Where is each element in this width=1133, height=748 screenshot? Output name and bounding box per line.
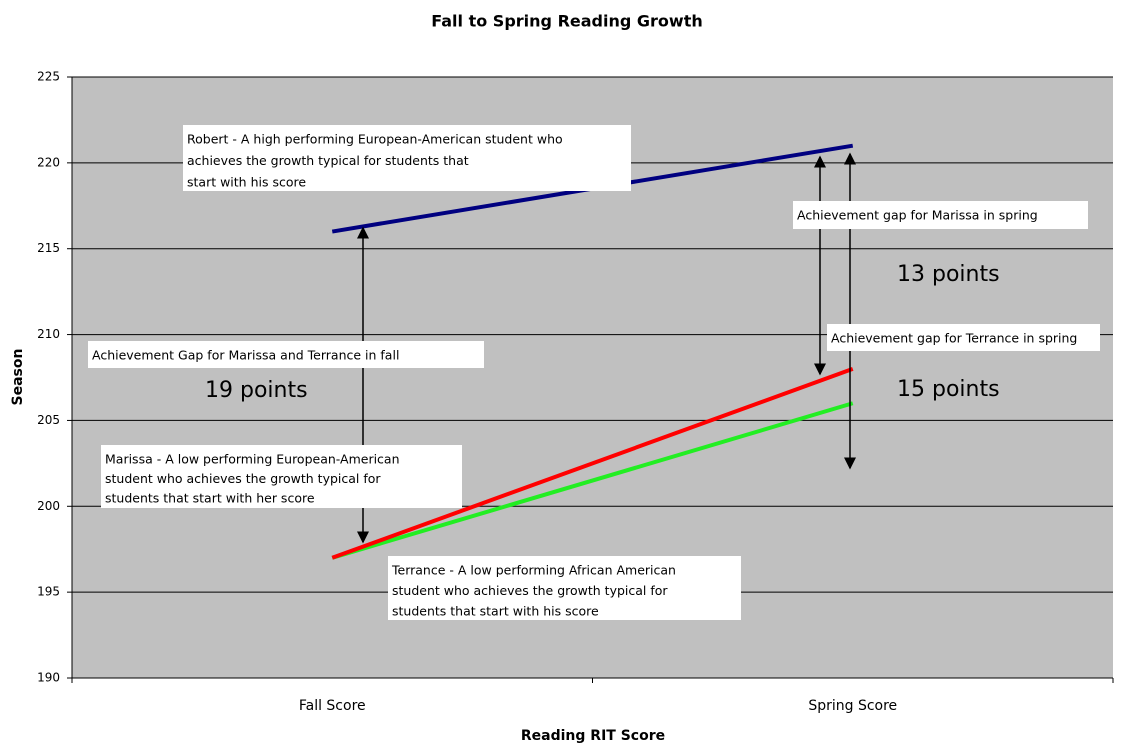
y-tick-label: 205 (37, 413, 60, 427)
y-tick-label: 215 (37, 241, 60, 255)
y-tick-label: 190 (37, 671, 60, 685)
annotation: students that start with his score (392, 604, 599, 619)
annotation: Terrance - A low performing African Amer… (391, 563, 676, 578)
y-tick-label: 195 (37, 585, 60, 599)
annotation: 19 points (205, 378, 308, 403)
annotation: 13 points (897, 262, 1000, 287)
annotation: student who achieves the growth typical … (392, 583, 668, 598)
y-axis-label: Season (10, 349, 26, 406)
annotation: Achievement Gap for Marissa and Terrance… (92, 348, 399, 363)
annotation-box (388, 556, 741, 620)
annotation: students that start with her score (105, 491, 315, 506)
y-tick-label: 200 (37, 499, 60, 513)
annotation-box (183, 125, 631, 191)
annotation-box (793, 201, 1088, 229)
annotation-box (827, 324, 1100, 351)
annotation: Robert - A high performing European-Amer… (187, 132, 563, 147)
annotation-box (101, 445, 462, 508)
x-tick-label: Spring Score (808, 698, 897, 714)
y-tick-label: 220 (37, 155, 60, 169)
y-tick-label: 225 (37, 70, 60, 84)
series-line (331, 401, 854, 560)
annotation: Achievement gap for Terrance in spring (831, 331, 1077, 346)
annotation: Achievement gap for Marissa in spring (797, 208, 1038, 223)
annotation: start with his score (187, 175, 306, 190)
x-axis-label: Reading RIT Score (521, 728, 665, 744)
x-tick-label: Fall Score (299, 698, 366, 714)
annotation: achieves the growth typical for students… (187, 153, 469, 168)
annotation: Marissa - A low performing European-Amer… (105, 452, 400, 467)
annotation: 15 points (897, 377, 1000, 402)
chart-title: Fall to Spring Reading Growth (431, 12, 702, 31)
y-tick-label: 210 (37, 327, 60, 341)
annotation-box (88, 341, 484, 368)
annotation: student who achieves the growth typical … (105, 471, 381, 486)
series-line (331, 367, 854, 560)
